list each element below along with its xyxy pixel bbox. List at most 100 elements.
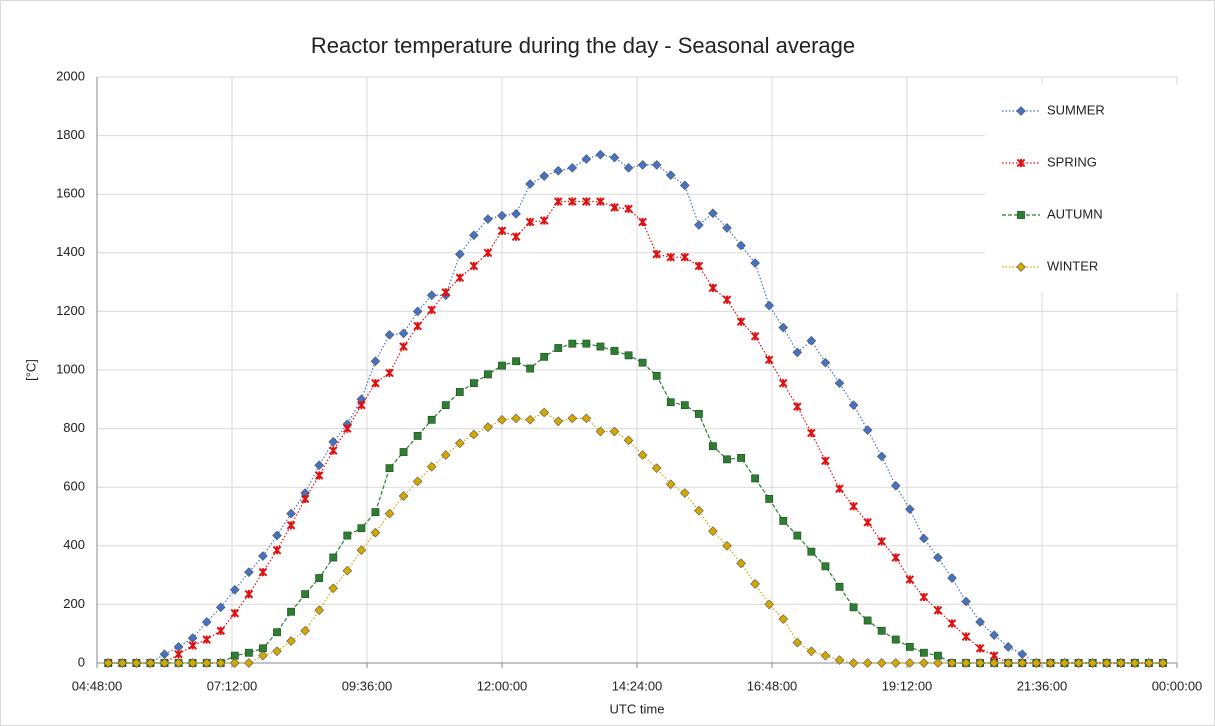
marker bbox=[258, 650, 268, 661]
marker bbox=[103, 658, 114, 668]
x-tick-label: 00:00:00 bbox=[1152, 678, 1203, 693]
series-line bbox=[108, 343, 1163, 664]
marker bbox=[286, 508, 296, 519]
marker bbox=[314, 460, 325, 471]
marker bbox=[679, 180, 690, 191]
marker bbox=[821, 456, 830, 466]
marker bbox=[469, 429, 479, 440]
marker bbox=[666, 398, 675, 407]
marker bbox=[1115, 658, 1126, 668]
marker bbox=[709, 442, 717, 451]
marker bbox=[665, 479, 676, 490]
marker bbox=[835, 484, 844, 493]
x-tick-label: 19:12:00 bbox=[882, 678, 933, 693]
marker bbox=[862, 425, 873, 435]
marker bbox=[469, 230, 479, 241]
marker bbox=[413, 432, 422, 440]
marker bbox=[848, 658, 859, 668]
marker bbox=[891, 635, 900, 644]
marker bbox=[722, 223, 732, 233]
marker bbox=[779, 516, 788, 525]
marker bbox=[694, 261, 704, 271]
marker bbox=[821, 562, 830, 571]
marker bbox=[905, 575, 915, 584]
marker bbox=[272, 545, 282, 555]
legend-marker bbox=[1017, 211, 1025, 219]
marker bbox=[1144, 658, 1154, 668]
chart-title: Reactor temperature during the day - Sea… bbox=[311, 33, 855, 58]
marker bbox=[454, 249, 465, 260]
y-tick-label: 1200 bbox=[56, 303, 85, 318]
marker bbox=[357, 524, 366, 533]
legend-label: AUTUMN bbox=[1047, 206, 1103, 221]
marker bbox=[792, 347, 803, 358]
marker bbox=[975, 617, 985, 627]
marker bbox=[736, 558, 746, 569]
marker bbox=[806, 335, 817, 346]
marker bbox=[328, 436, 339, 447]
marker bbox=[933, 658, 943, 668]
y-tick-label: 1000 bbox=[56, 361, 85, 376]
y-tick-label: 1800 bbox=[56, 127, 85, 142]
marker bbox=[258, 551, 268, 561]
marker bbox=[272, 530, 282, 541]
y-tick-label: 200 bbox=[63, 596, 85, 611]
y-tick-label: 1400 bbox=[56, 244, 85, 259]
marker bbox=[652, 249, 661, 259]
marker bbox=[1003, 658, 1014, 668]
marker bbox=[201, 617, 212, 627]
marker bbox=[1059, 658, 1070, 668]
marker bbox=[244, 589, 254, 599]
marker bbox=[708, 283, 718, 293]
marker bbox=[792, 637, 803, 648]
marker bbox=[328, 446, 338, 455]
marker bbox=[441, 401, 450, 410]
marker bbox=[961, 632, 971, 641]
marker bbox=[863, 518, 872, 527]
marker bbox=[807, 428, 816, 438]
x-tick-label: 14:24:00 bbox=[612, 678, 663, 693]
y-tick-label: 2000 bbox=[56, 68, 85, 83]
marker bbox=[229, 658, 240, 668]
marker bbox=[764, 355, 774, 365]
marker bbox=[512, 357, 520, 366]
marker bbox=[554, 344, 563, 352]
marker bbox=[315, 574, 324, 582]
marker bbox=[553, 416, 564, 427]
marker bbox=[610, 203, 619, 212]
marker bbox=[975, 658, 985, 668]
marker bbox=[679, 488, 690, 498]
marker bbox=[624, 351, 633, 360]
marker bbox=[765, 495, 774, 503]
marker bbox=[187, 658, 198, 668]
marker bbox=[286, 520, 296, 530]
marker bbox=[905, 642, 914, 651]
marker bbox=[412, 476, 423, 487]
legend-label: WINTER bbox=[1047, 258, 1098, 273]
marker bbox=[497, 210, 507, 221]
y-tick-label: 400 bbox=[63, 537, 85, 552]
marker bbox=[778, 322, 789, 333]
y-tick-label: 0 bbox=[78, 654, 85, 669]
marker bbox=[244, 648, 253, 657]
y-tick-label: 600 bbox=[63, 479, 85, 494]
marker bbox=[215, 658, 226, 668]
legend-box bbox=[985, 85, 1207, 293]
marker bbox=[778, 378, 788, 388]
marker bbox=[159, 658, 170, 668]
legend-label: SPRING bbox=[1047, 154, 1097, 169]
marker bbox=[581, 154, 592, 164]
marker bbox=[722, 295, 732, 304]
marker bbox=[638, 217, 647, 227]
marker bbox=[975, 644, 985, 653]
marker bbox=[876, 451, 887, 462]
marker bbox=[764, 300, 775, 311]
marker bbox=[483, 248, 493, 258]
marker bbox=[919, 533, 929, 544]
marker bbox=[919, 658, 929, 668]
marker bbox=[680, 401, 689, 410]
marker bbox=[581, 413, 592, 424]
marker bbox=[568, 339, 577, 348]
marker bbox=[497, 414, 507, 425]
marker bbox=[398, 328, 409, 339]
